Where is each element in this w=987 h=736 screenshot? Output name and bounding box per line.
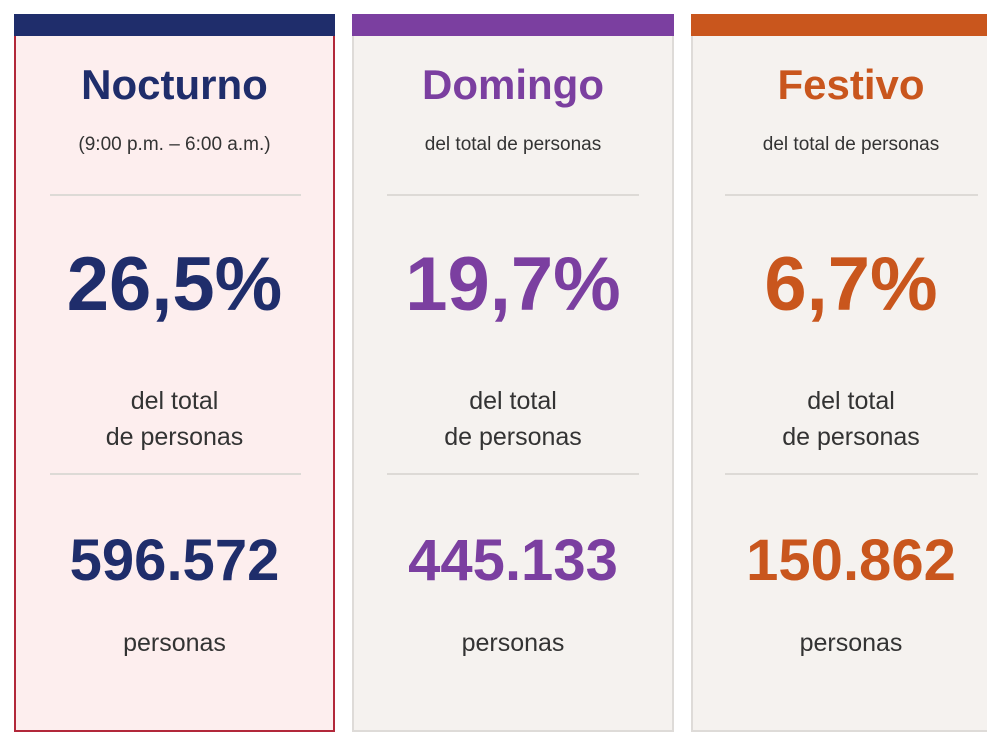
divider (725, 194, 978, 196)
percent: 19,7% (405, 242, 621, 327)
card-body (14, 36, 335, 732)
count: 596.572 (69, 528, 280, 593)
divider (50, 473, 301, 475)
count: 445.133 (408, 528, 618, 593)
percent: 6,7% (764, 242, 938, 327)
percent-caption: del total (469, 387, 557, 415)
count: 150.862 (746, 528, 956, 593)
card-body (691, 36, 987, 732)
divider (725, 473, 978, 475)
card-title: Domingo (422, 61, 604, 108)
card-body (352, 36, 674, 732)
divider (50, 194, 301, 196)
count-label: personas (123, 629, 226, 657)
card-subtitle: del total de personas (424, 134, 602, 155)
card: Nocturno (9:00 p.m. – 6:00 a.m.) 26,5% d… (14, 14, 335, 732)
card-bar (14, 14, 335, 36)
card-title: Festivo (777, 61, 925, 108)
card-bar (691, 14, 987, 36)
card: Festivo del total de personas 6,7% del t… (691, 14, 987, 732)
percent-caption: del total (807, 387, 895, 415)
card-subtitle: (9:00 p.m. – 6:00 a.m.) (78, 134, 271, 155)
percent-caption: del total (130, 387, 219, 415)
card: Domingo del total de personas 19,7% del … (352, 14, 674, 732)
divider (387, 473, 639, 475)
percent-caption: de personas (444, 423, 582, 451)
card-bar (352, 14, 674, 36)
divider (387, 194, 639, 196)
card-title: Nocturno (81, 61, 268, 108)
percent: 26,5% (66, 242, 283, 327)
card-subtitle: del total de personas (762, 134, 940, 155)
percent-caption: de personas (105, 423, 244, 451)
count-label: personas (799, 629, 903, 657)
percent-caption: de personas (782, 423, 920, 451)
count-label: personas (461, 629, 565, 657)
